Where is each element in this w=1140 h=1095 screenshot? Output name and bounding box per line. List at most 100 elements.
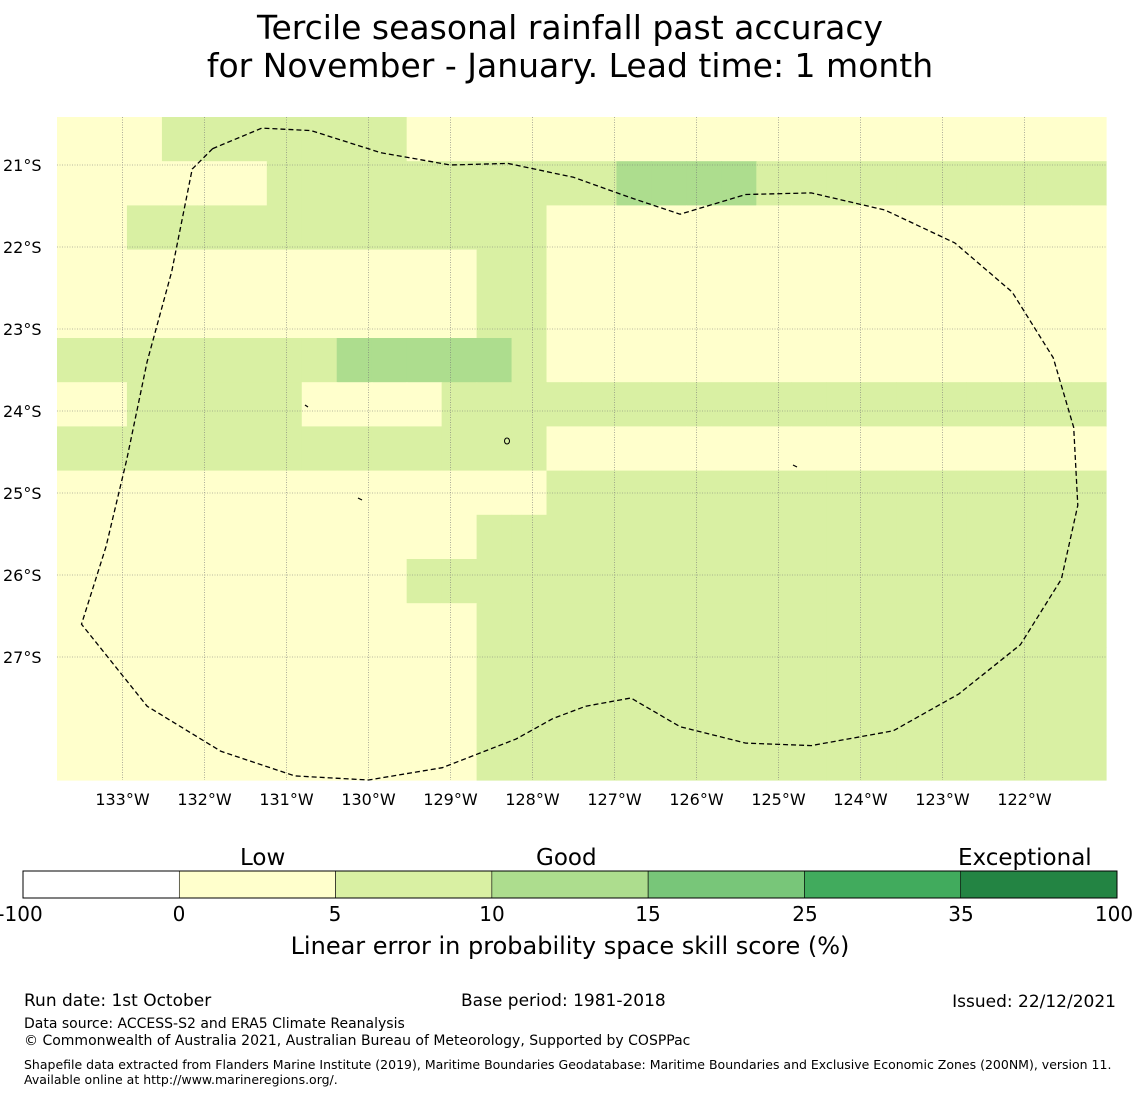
grid-cell (91, 735, 128, 781)
grid-cell (581, 514, 618, 560)
grid-cell (546, 249, 583, 295)
grid-cell (336, 647, 373, 693)
grid-cell (126, 161, 163, 206)
grid-cell (161, 382, 198, 427)
grid-cell (616, 249, 653, 295)
grid-cell (1036, 249, 1072, 295)
issued-date: Issued: 22/12/2021 (952, 992, 1116, 1012)
grid-cell (616, 382, 653, 427)
grid-cell (476, 603, 513, 648)
grid-cell (616, 514, 653, 560)
grid-cell (546, 559, 583, 604)
grid-cell (721, 691, 757, 737)
grid-cell (651, 161, 687, 206)
grid-cell (126, 647, 163, 693)
grid-cell (91, 249, 128, 295)
grid-cell (301, 205, 338, 251)
grid-cell (476, 205, 513, 251)
grid-cell (721, 735, 757, 781)
grid-cell (231, 161, 268, 206)
grid-cell (196, 426, 233, 472)
grid-cell (406, 559, 443, 604)
grid-cell (861, 293, 897, 339)
grid-cell (266, 293, 303, 339)
grid-cell (616, 117, 653, 162)
grid-cell (861, 647, 897, 693)
grid-cell (966, 603, 1002, 648)
grid-cell (721, 338, 757, 383)
grid-cell (1071, 470, 1107, 516)
grid-cell (91, 205, 128, 251)
grid-cell (616, 338, 653, 383)
grid-cell (756, 161, 792, 206)
grid-cell (196, 205, 233, 251)
grid-cell (896, 559, 932, 604)
grid-cell (581, 559, 618, 604)
grid-cell (616, 559, 653, 604)
grid-cell (791, 426, 827, 472)
lat-label: 26°S (3, 566, 42, 585)
colorbar-word-exceptional: Exceptional (958, 845, 1092, 871)
grid-cell (1071, 117, 1107, 162)
grid-cell (511, 514, 548, 560)
grid-cell (301, 382, 338, 427)
grid-cell (721, 647, 757, 693)
colorbar-segment (960, 870, 1118, 899)
grid-cell (1036, 338, 1072, 383)
grid-cell (686, 735, 722, 781)
grid-cell (721, 603, 757, 648)
grid-cell (441, 382, 478, 427)
grid-cell (231, 293, 268, 339)
grid-cell (266, 514, 303, 560)
grid-cell (511, 161, 548, 206)
lon-label: 122°W (997, 790, 1052, 809)
colorbar-tick: -100 (0, 902, 43, 926)
grid-cell (196, 338, 233, 383)
grid-cell (1001, 514, 1037, 560)
grid-cell (371, 514, 408, 560)
grid-cell (476, 293, 513, 339)
grid-cell (57, 603, 93, 648)
grid-cell (721, 514, 757, 560)
grid-cell (651, 293, 687, 339)
grid-cell (476, 647, 513, 693)
grid-cell (651, 470, 687, 516)
grid-cell (511, 205, 548, 251)
grid-cell (161, 647, 198, 693)
grid-cell (791, 338, 827, 383)
grid-cell (581, 338, 618, 383)
grid-cell (896, 249, 932, 295)
grid-cell (476, 559, 513, 604)
grid-cell (476, 691, 513, 737)
grid-cell (91, 691, 128, 737)
grid-cell (581, 249, 618, 295)
grid-cell (406, 293, 443, 339)
grid-cell (861, 161, 897, 206)
grid-cell (896, 514, 932, 560)
grid-cell (196, 161, 233, 206)
lon-label: 133°W (95, 790, 150, 809)
grid-cell (896, 161, 932, 206)
grid-cell (1071, 161, 1107, 206)
grid-cell (441, 338, 478, 383)
grid-cell (441, 691, 478, 737)
grid-cell (756, 470, 792, 516)
grid-cell (161, 249, 198, 295)
grid-cell (1001, 426, 1037, 472)
title-line-1: Tercile seasonal rainfall past accuracy (256, 8, 884, 47)
grid-cell (581, 117, 618, 162)
grid-cell (161, 293, 198, 339)
grid-cell (57, 161, 93, 206)
grid-cell (336, 117, 373, 162)
grid-cell (57, 338, 93, 383)
grid-cell (546, 338, 583, 383)
grid-cell (196, 647, 233, 693)
grid-cell (826, 205, 862, 251)
base-period: Base period: 1981-2018 (461, 991, 666, 1011)
grid-cell (896, 647, 932, 693)
grid-cell (301, 603, 338, 648)
grid-cell (406, 647, 443, 693)
grid-cell (406, 338, 443, 383)
grid-cell (1071, 249, 1107, 295)
grid-cell (371, 691, 408, 737)
